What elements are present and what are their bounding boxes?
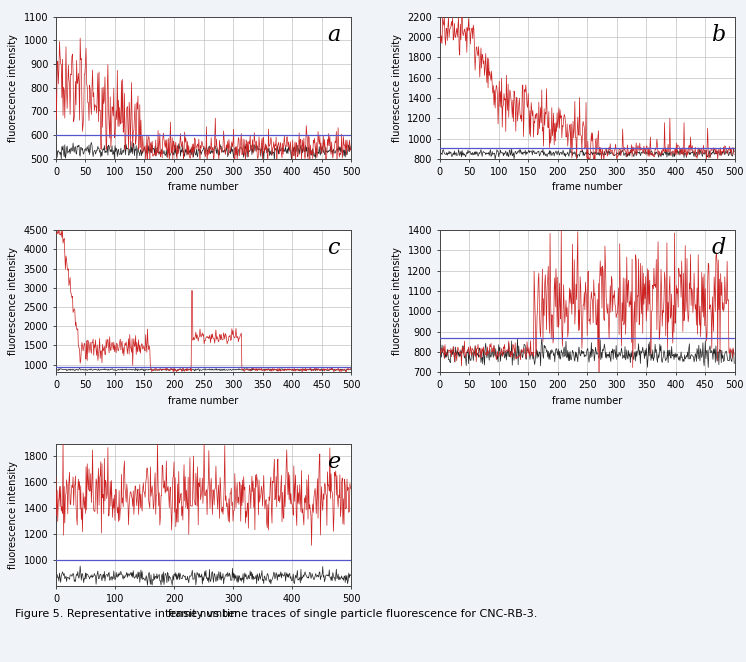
- Y-axis label: fluorescence intensity: fluorescence intensity: [392, 34, 401, 142]
- Text: Figure 5. Representative intensity vs time traces of single particle fluorescenc: Figure 5. Representative intensity vs ti…: [15, 609, 537, 619]
- X-axis label: frame number: frame number: [169, 182, 239, 192]
- Y-axis label: fluorescence intensity: fluorescence intensity: [8, 34, 18, 142]
- Text: d: d: [711, 237, 725, 259]
- X-axis label: frame number: frame number: [169, 609, 239, 619]
- Y-axis label: fluorescence intensity: fluorescence intensity: [392, 248, 402, 355]
- X-axis label: frame number: frame number: [552, 182, 622, 192]
- Text: c: c: [327, 237, 340, 259]
- Text: a: a: [327, 24, 341, 46]
- X-axis label: frame number: frame number: [552, 396, 622, 406]
- Text: e: e: [327, 451, 341, 473]
- Y-axis label: fluorescence intensity: fluorescence intensity: [8, 248, 18, 355]
- X-axis label: frame number: frame number: [169, 396, 239, 406]
- Text: b: b: [711, 24, 725, 46]
- Y-axis label: fluorescence intensity: fluorescence intensity: [8, 461, 18, 569]
